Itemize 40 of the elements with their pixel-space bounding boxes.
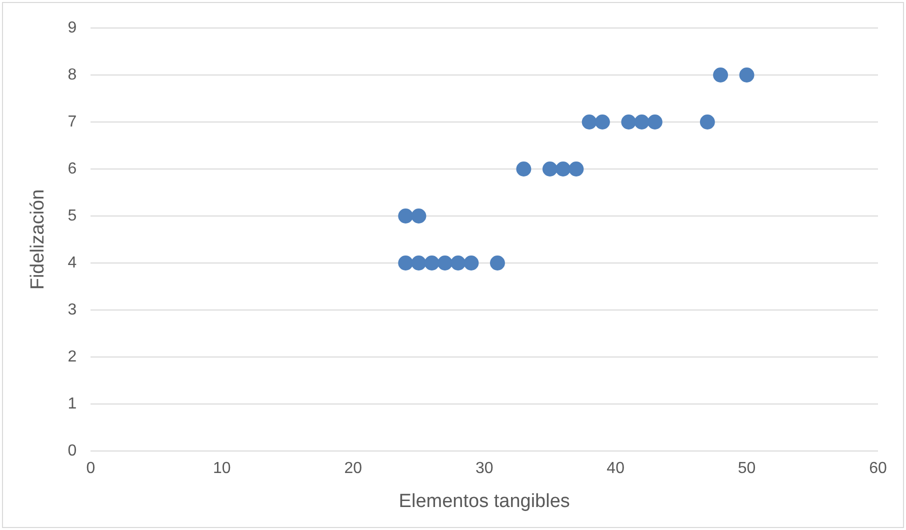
x-tick-label: 60 bbox=[869, 460, 887, 478]
point bbox=[713, 68, 728, 82]
point bbox=[398, 208, 414, 224]
point bbox=[621, 114, 636, 130]
point bbox=[634, 114, 650, 130]
point bbox=[568, 162, 584, 176]
point bbox=[411, 256, 426, 270]
x-tick-label: 10 bbox=[213, 460, 231, 478]
y-tick-label: 5 bbox=[68, 207, 77, 224]
y-tick-label: 7 bbox=[68, 113, 77, 130]
y-tick-label: 4 bbox=[68, 254, 77, 272]
point bbox=[464, 256, 479, 270]
point bbox=[450, 256, 466, 270]
y-tick-label: 6 bbox=[68, 160, 77, 178]
point bbox=[594, 114, 610, 130]
point bbox=[556, 162, 571, 176]
x-tick-label: 0 bbox=[86, 460, 96, 478]
point bbox=[516, 162, 532, 176]
x-tick-label: 20 bbox=[344, 460, 362, 478]
y-tick-label: 0 bbox=[68, 442, 77, 460]
x-axis-title: Elementos tangibles bbox=[398, 490, 570, 512]
point bbox=[700, 114, 715, 130]
point bbox=[424, 256, 440, 270]
x-tick-label: 50 bbox=[738, 460, 756, 478]
x-tick-label: 30 bbox=[475, 460, 494, 478]
point bbox=[582, 114, 597, 130]
point bbox=[490, 256, 505, 270]
point bbox=[437, 256, 452, 270]
point bbox=[542, 162, 558, 176]
y-tick-label: 9 bbox=[68, 19, 77, 36]
y-tick-label: 2 bbox=[68, 348, 77, 366]
y-tick-label: 1 bbox=[68, 395, 77, 412]
y-tick-label: 3 bbox=[68, 301, 77, 318]
x-tick-label: 40 bbox=[606, 460, 625, 478]
y-tick-label: 8 bbox=[68, 66, 77, 84]
point bbox=[411, 208, 426, 224]
point bbox=[739, 68, 754, 82]
point bbox=[398, 256, 414, 270]
point bbox=[647, 114, 662, 130]
y-axis-title: Fidelización bbox=[28, 189, 49, 290]
